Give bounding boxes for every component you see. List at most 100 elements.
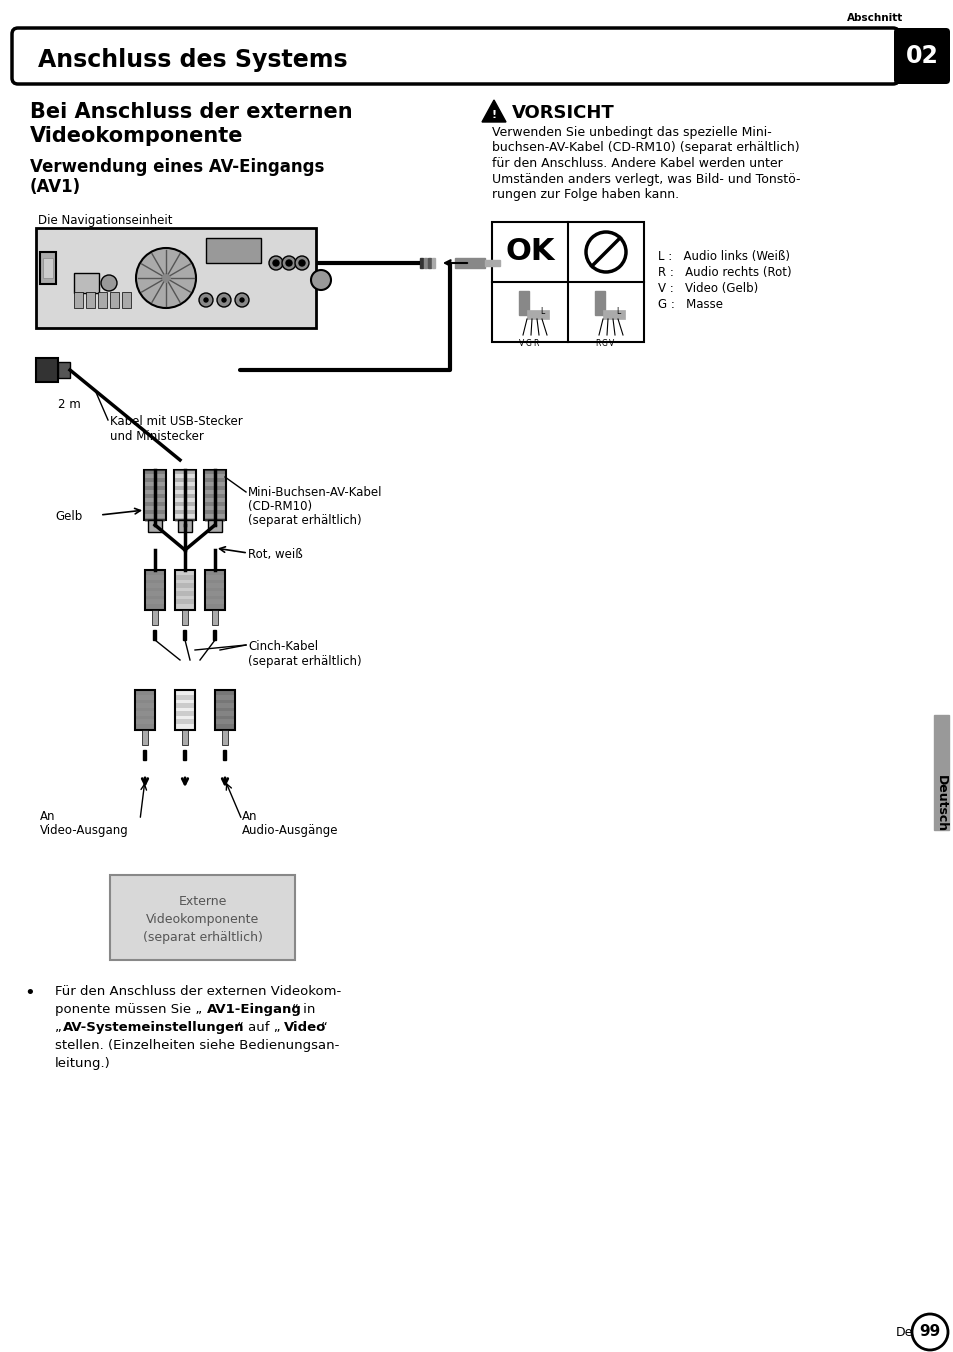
- Bar: [595, 291, 604, 315]
- Bar: [145, 470, 165, 475]
- Bar: [492, 222, 643, 342]
- Bar: [174, 510, 194, 514]
- Bar: [518, 291, 529, 315]
- Bar: [222, 730, 228, 745]
- Circle shape: [585, 233, 625, 272]
- Text: stellen. (Einzelheiten siehe Bedienungsan-: stellen. (Einzelheiten siehe Bedienungsa…: [55, 1038, 339, 1052]
- Bar: [205, 518, 225, 522]
- Text: (separat erhältlich): (separat erhältlich): [248, 654, 361, 668]
- Bar: [142, 730, 148, 745]
- Bar: [174, 502, 194, 506]
- Bar: [144, 470, 166, 521]
- FancyBboxPatch shape: [12, 28, 898, 84]
- Bar: [175, 583, 193, 588]
- Text: L: L: [616, 307, 619, 315]
- Bar: [136, 719, 153, 725]
- Bar: [143, 750, 147, 760]
- Bar: [423, 258, 427, 268]
- Bar: [215, 719, 233, 725]
- Bar: [174, 470, 194, 475]
- Circle shape: [204, 297, 208, 301]
- Text: leitung.): leitung.): [55, 1057, 111, 1069]
- Bar: [428, 258, 431, 268]
- Bar: [145, 479, 165, 483]
- Bar: [174, 493, 194, 498]
- Polygon shape: [481, 100, 505, 122]
- Text: An: An: [40, 810, 55, 823]
- Bar: [175, 703, 193, 708]
- Text: „: „: [55, 1021, 62, 1034]
- Bar: [206, 599, 224, 604]
- Bar: [136, 695, 153, 700]
- Text: An: An: [242, 810, 257, 823]
- Bar: [212, 610, 218, 625]
- Circle shape: [269, 256, 283, 270]
- Bar: [205, 470, 225, 475]
- Text: OK: OK: [505, 238, 554, 266]
- Bar: [175, 719, 193, 725]
- Bar: [205, 479, 225, 483]
- Bar: [223, 750, 226, 760]
- Bar: [40, 251, 56, 284]
- Text: 2 m: 2 m: [58, 399, 81, 411]
- Text: Verwenden Sie unbedingt das spezielle Mini-: Verwenden Sie unbedingt das spezielle Mi…: [492, 126, 771, 139]
- Text: Anschluss des Systems: Anschluss des Systems: [38, 49, 347, 72]
- Bar: [145, 502, 165, 506]
- Text: AV1-Eingang: AV1-Eingang: [207, 1003, 301, 1015]
- Text: Für den Anschluss der externen Videokom-: Für den Anschluss der externen Videokom-: [55, 986, 341, 998]
- Bar: [206, 238, 261, 264]
- Bar: [206, 575, 224, 580]
- Text: Gelb: Gelb: [55, 510, 82, 523]
- Text: Videokomponente: Videokomponente: [146, 913, 259, 926]
- Text: Bei Anschluss der externen: Bei Anschluss der externen: [30, 101, 353, 122]
- Bar: [205, 493, 225, 498]
- Text: R :   Audio rechts (Rot): R : Audio rechts (Rot): [658, 266, 791, 279]
- Bar: [174, 479, 194, 483]
- Circle shape: [234, 293, 249, 307]
- Bar: [175, 575, 193, 580]
- Bar: [205, 510, 225, 514]
- Bar: [215, 711, 233, 717]
- Bar: [204, 470, 226, 521]
- Bar: [36, 228, 315, 329]
- Text: L: L: [539, 307, 543, 315]
- Text: und Ministecker: und Ministecker: [110, 430, 204, 443]
- Bar: [145, 571, 165, 610]
- Text: Die Navigationseinheit: Die Navigationseinheit: [38, 214, 172, 227]
- Bar: [174, 571, 194, 610]
- Text: G :   Masse: G : Masse: [658, 297, 722, 311]
- Bar: [74, 292, 83, 308]
- Text: für den Anschluss. Andere Kabel werden unter: für den Anschluss. Andere Kabel werden u…: [492, 157, 781, 170]
- Text: V: V: [518, 339, 524, 347]
- Bar: [98, 292, 107, 308]
- Bar: [602, 310, 624, 319]
- Circle shape: [216, 293, 231, 307]
- Bar: [145, 518, 165, 522]
- Bar: [175, 711, 193, 717]
- Text: Audio-Ausgänge: Audio-Ausgänge: [242, 823, 338, 837]
- Bar: [136, 703, 153, 708]
- Text: G: G: [525, 339, 532, 347]
- Bar: [136, 711, 153, 717]
- Bar: [215, 703, 233, 708]
- Text: Externe: Externe: [178, 895, 227, 909]
- Bar: [174, 690, 194, 730]
- Bar: [182, 610, 188, 625]
- Text: V :   Video (Gelb): V : Video (Gelb): [658, 283, 758, 295]
- Bar: [178, 521, 192, 531]
- Bar: [145, 510, 165, 514]
- Bar: [205, 485, 225, 489]
- Bar: [146, 591, 164, 596]
- Circle shape: [199, 293, 213, 307]
- Bar: [110, 875, 294, 960]
- Bar: [206, 591, 224, 596]
- Text: Video-Ausgang: Video-Ausgang: [40, 823, 129, 837]
- Circle shape: [222, 297, 226, 301]
- Bar: [183, 750, 186, 760]
- Circle shape: [273, 260, 278, 266]
- Bar: [205, 502, 225, 506]
- Bar: [152, 610, 158, 625]
- Bar: [933, 715, 948, 830]
- Text: 02: 02: [904, 45, 938, 68]
- Text: R: R: [595, 339, 600, 347]
